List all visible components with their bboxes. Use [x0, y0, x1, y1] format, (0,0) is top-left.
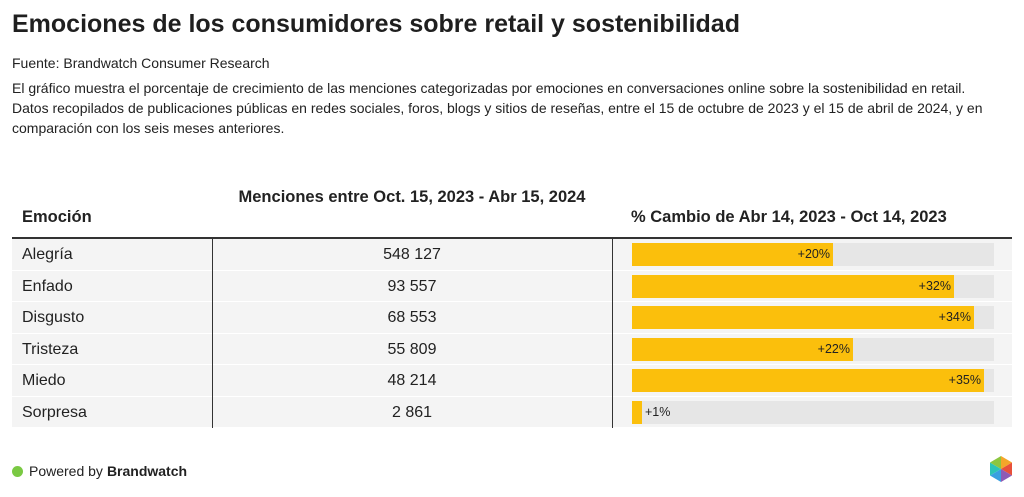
change-label: +20%: [797, 247, 830, 261]
emotion-cell: Enfado: [22, 277, 73, 295]
table-row: Alegría 548 127 +20%: [12, 239, 1012, 271]
table-row: Enfado 93 557 +32%: [12, 270, 1012, 302]
footer: Powered by Brandwatch: [12, 463, 187, 479]
emotion-cell: Disgusto: [22, 309, 85, 326]
column-header-emotion: Emoción: [22, 208, 92, 226]
mentions-cell: 548 127: [383, 246, 441, 263]
change-bar-track: +35%: [632, 369, 994, 392]
change-bar: [632, 337, 853, 361]
change-label: +34%: [938, 310, 971, 324]
powered-by-label: Powered by: [29, 463, 103, 479]
header-rule: [12, 237, 1012, 239]
mentions-cell: 68 553: [387, 309, 437, 326]
change-bar: [632, 400, 642, 424]
column-header-change: % Cambio de Abr 14, 2023 - Oct 14, 2023: [631, 208, 947, 226]
change-bar: [632, 243, 833, 266]
change-bar-track: +34%: [632, 306, 994, 329]
change-label: +35%: [948, 373, 981, 387]
emotion-cell: Tristeza: [22, 340, 79, 358]
table-row: Sorpresa 2 861 +1%: [12, 396, 1012, 428]
emotion-cell: Miedo: [22, 372, 66, 389]
table-body: Alegría 548 127 +20% Enfado 93 557 +32% Disgus…: [12, 239, 1012, 428]
change-bar-track: +1%: [632, 400, 994, 424]
brandwatch-logo-icon[interactable]: [988, 455, 1014, 483]
table-row: Disgusto 68 553 +34%: [12, 302, 1012, 334]
chart-source: Fuente: Brandwatch Consumer Research: [12, 55, 270, 71]
brand-name: Brandwatch: [106, 463, 188, 479]
change-bar: [632, 369, 984, 392]
mentions-cell: 2 861: [391, 403, 433, 421]
chart-title: Emociones de los consumidores sobre reta…: [12, 10, 740, 38]
column-divider: [212, 239, 213, 428]
change-bar-track: +20%: [632, 243, 994, 266]
change-bar: [632, 306, 974, 329]
brand-dot-icon: [12, 465, 23, 477]
mentions-cell: 55 809: [387, 340, 437, 358]
change-label: +22%: [817, 341, 850, 356]
change-bar-track: +22%: [632, 337, 994, 361]
emotion-cell: Alegría: [22, 246, 73, 263]
mentions-cell: 48 214: [387, 372, 437, 389]
table-row: Miedo 48 214 +35%: [12, 365, 1012, 397]
table-row: Tristeza 55 809 +22%: [12, 333, 1012, 365]
change-label: +32%: [918, 278, 951, 293]
emotion-cell: Sorpresa: [22, 403, 87, 421]
mentions-cell: 93 557: [387, 277, 437, 295]
change-bar: [632, 274, 954, 298]
change-label: +1%: [645, 404, 671, 419]
column-header-mentions: Menciones entre Oct. 15, 2023 - Abr 15, …: [238, 188, 586, 206]
chart-description: El gráfico muestra el porcentaje de crec…: [12, 80, 983, 136]
column-divider: [612, 239, 613, 428]
change-bar-track: +32%: [632, 274, 994, 298]
